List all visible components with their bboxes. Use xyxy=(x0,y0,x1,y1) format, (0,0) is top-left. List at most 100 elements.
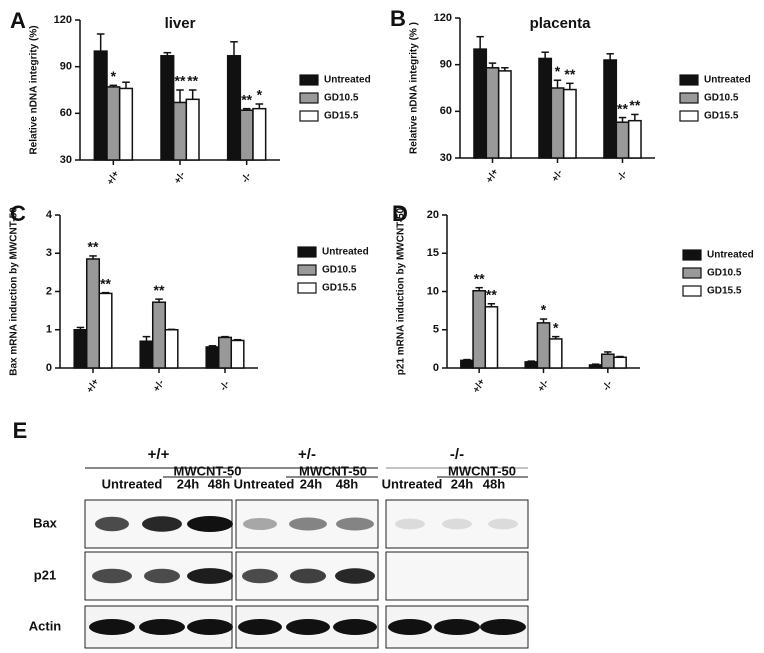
bar xyxy=(73,329,88,369)
treatment-label: MWCNT-50 xyxy=(299,463,367,478)
bar xyxy=(151,301,167,369)
lane-label: Untreated xyxy=(382,476,443,491)
legend-label: Untreated xyxy=(324,75,371,86)
bar xyxy=(106,86,121,161)
bar xyxy=(524,361,539,369)
bar xyxy=(85,258,101,369)
y-tick-label: 120 xyxy=(54,14,72,26)
y-tick-label: 30 xyxy=(60,154,72,166)
bar xyxy=(98,292,113,369)
row-label: p21 xyxy=(34,567,56,582)
panel-letter: C xyxy=(10,201,26,226)
blot-band xyxy=(290,568,326,584)
significance-label: * xyxy=(555,63,561,79)
treatment-label: MWCNT-50 xyxy=(448,463,516,478)
y-axis-label: Relative nDNA integrity (%) xyxy=(29,25,40,154)
treatment-label: MWCNT-50 xyxy=(174,463,242,478)
y-tick-label: 5 xyxy=(433,324,439,336)
genotype-label: +/+ xyxy=(148,446,170,463)
x-tick-label: +/+ xyxy=(471,377,488,395)
bar xyxy=(164,329,179,369)
x-tick-label: -/- xyxy=(240,171,254,185)
significance-label: ** xyxy=(564,66,575,82)
x-tick-label: +/- xyxy=(151,378,167,394)
y-tick-label: 20 xyxy=(427,209,439,221)
x-tick-label: +/+ xyxy=(105,169,122,187)
bar xyxy=(627,119,642,159)
y-tick-label: 60 xyxy=(60,107,72,119)
bar xyxy=(230,339,245,369)
legend-swatch xyxy=(682,249,702,261)
legend-swatch xyxy=(297,282,317,294)
bar xyxy=(548,338,563,369)
x-tick-label: -/- xyxy=(615,169,629,183)
legend-swatch xyxy=(297,246,317,258)
legend-label: GD10.5 xyxy=(704,93,739,104)
y-tick-label: 1 xyxy=(46,324,52,336)
bar xyxy=(472,289,487,369)
legend-label: GD10.5 xyxy=(322,265,357,276)
bar xyxy=(205,346,220,369)
y-tick-label: 90 xyxy=(60,61,72,73)
legend-label: Untreated xyxy=(704,75,751,86)
bar xyxy=(185,98,200,161)
bar xyxy=(550,87,565,159)
legend-swatch xyxy=(299,110,319,122)
blot-band xyxy=(187,568,233,584)
x-tick-label: -/- xyxy=(218,379,232,393)
significance-label: ** xyxy=(175,73,186,89)
chart-title: placenta xyxy=(530,15,592,32)
y-axis-label: Bax mRNA induction by MWCNT-50 xyxy=(9,207,20,376)
lane-label: 48h xyxy=(483,476,505,491)
y-tick-label: 0 xyxy=(433,362,439,374)
bar xyxy=(615,121,630,159)
genotype-label: -/- xyxy=(450,446,464,463)
x-tick-label: +/- xyxy=(172,170,188,186)
significance-label: ** xyxy=(486,286,497,302)
lane-label: 48h xyxy=(208,476,230,491)
y-tick-label: 3 xyxy=(46,247,52,259)
blot-band xyxy=(336,517,374,531)
y-tick-label: 2 xyxy=(46,285,52,297)
bar xyxy=(118,87,134,161)
legend-label: GD15.5 xyxy=(707,286,742,297)
bar xyxy=(252,107,267,161)
y-tick-label: 30 xyxy=(440,152,452,164)
x-tick-label: +/+ xyxy=(484,167,501,185)
blot-band xyxy=(187,619,233,635)
y-tick-label: 10 xyxy=(427,285,439,297)
legend-swatch xyxy=(299,74,319,86)
bar xyxy=(139,340,154,369)
blot-frame xyxy=(385,551,529,601)
significance-label: ** xyxy=(187,73,198,89)
significance-label: * xyxy=(553,319,559,335)
y-tick-label: 90 xyxy=(440,59,452,71)
x-tick-label: +/- xyxy=(536,378,552,394)
blot-band xyxy=(139,619,185,635)
blot-band xyxy=(388,619,432,635)
legend-swatch xyxy=(679,74,699,86)
significance-label: ** xyxy=(154,282,165,298)
blot-band xyxy=(395,518,425,530)
bar xyxy=(485,67,500,159)
legend-label: GD10.5 xyxy=(707,268,742,279)
significance-label: * xyxy=(111,68,117,84)
y-tick-label: 120 xyxy=(434,12,452,24)
bar xyxy=(538,57,553,159)
bar xyxy=(473,48,488,159)
bar xyxy=(239,109,254,161)
y-tick-label: 0 xyxy=(46,362,52,374)
panel-letter: B xyxy=(390,6,406,31)
panel-letter: E xyxy=(13,418,28,443)
blot-frame xyxy=(385,499,529,549)
significance-label: ** xyxy=(629,97,640,113)
legend-swatch xyxy=(297,264,317,276)
chart-title: liver xyxy=(165,15,196,32)
panel-letter: D xyxy=(392,201,408,226)
bar xyxy=(217,336,233,369)
bar xyxy=(484,306,499,369)
y-tick-label: 4 xyxy=(46,209,53,221)
blot-band xyxy=(242,568,278,584)
y-axis-label: p21 mRNA induction by MWCNT-50 xyxy=(396,207,407,375)
blot-band xyxy=(289,517,327,531)
